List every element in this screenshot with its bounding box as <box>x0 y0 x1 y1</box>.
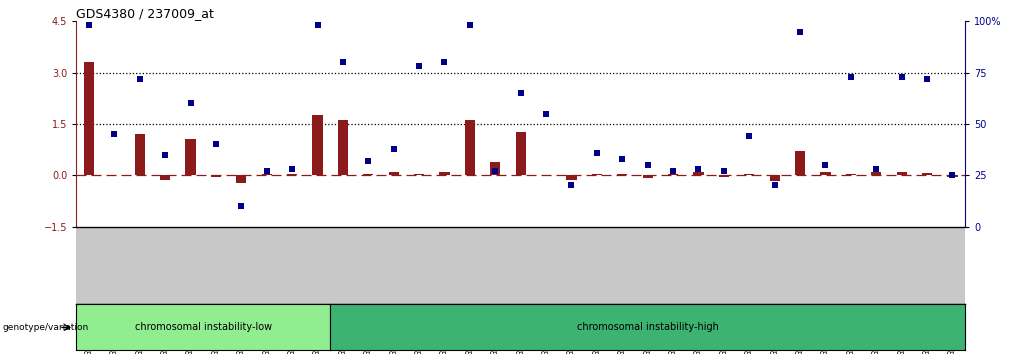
Point <box>182 101 198 106</box>
Bar <box>312 115 323 175</box>
Bar <box>414 173 424 175</box>
Bar <box>185 139 195 175</box>
Bar <box>642 175 652 178</box>
Point <box>918 76 935 81</box>
Point <box>334 59 351 65</box>
Point <box>436 59 452 65</box>
Bar <box>820 172 830 175</box>
Bar <box>160 175 170 181</box>
Bar <box>718 175 728 177</box>
Bar <box>896 172 906 175</box>
Text: GDS4380 / 237009_at: GDS4380 / 237009_at <box>76 7 214 20</box>
Bar <box>566 175 576 181</box>
Bar <box>83 62 93 175</box>
Point <box>512 90 528 96</box>
Bar <box>693 172 703 175</box>
Bar <box>668 173 678 175</box>
Point <box>537 111 554 116</box>
Point <box>741 133 757 139</box>
Bar <box>210 175 220 177</box>
Point <box>664 168 681 174</box>
Point <box>106 131 122 137</box>
Bar <box>464 120 474 175</box>
Bar <box>388 172 398 175</box>
Bar <box>845 173 855 175</box>
Text: chromosomal instability-low: chromosomal instability-low <box>135 322 271 332</box>
Point <box>131 76 148 81</box>
Bar <box>337 120 347 175</box>
Point <box>766 183 782 188</box>
Bar <box>490 162 500 175</box>
Point <box>868 166 884 172</box>
Point <box>944 172 960 178</box>
Point <box>360 158 376 164</box>
Point <box>893 74 909 80</box>
Bar <box>617 173 627 175</box>
Point <box>817 162 833 168</box>
Bar <box>769 175 779 181</box>
Bar <box>287 173 297 175</box>
Bar <box>134 134 144 175</box>
Bar <box>591 173 601 175</box>
Point <box>233 203 249 209</box>
Point <box>639 162 655 168</box>
Bar <box>261 173 271 175</box>
Point <box>156 152 173 158</box>
Text: chromosomal instability-high: chromosomal instability-high <box>577 322 718 332</box>
Point <box>81 23 98 28</box>
Point <box>563 183 579 188</box>
Point <box>258 168 274 174</box>
Bar <box>795 151 805 175</box>
Point <box>385 146 401 152</box>
Point <box>487 168 503 174</box>
Point <box>283 166 300 172</box>
Point <box>715 168 732 174</box>
Bar <box>363 173 373 175</box>
Point <box>791 29 808 34</box>
Bar <box>947 175 957 177</box>
Text: genotype/variation: genotype/variation <box>2 323 88 332</box>
Bar <box>744 173 754 175</box>
Bar <box>236 175 246 183</box>
Bar <box>871 172 881 175</box>
Point <box>207 142 224 147</box>
Point <box>588 150 605 155</box>
Point <box>309 23 325 28</box>
Bar <box>439 172 449 175</box>
Bar <box>515 132 525 175</box>
Point <box>461 23 478 28</box>
Point <box>842 74 859 80</box>
Point <box>690 166 706 172</box>
Bar <box>922 173 932 175</box>
Point <box>614 156 630 162</box>
Point <box>410 64 427 69</box>
